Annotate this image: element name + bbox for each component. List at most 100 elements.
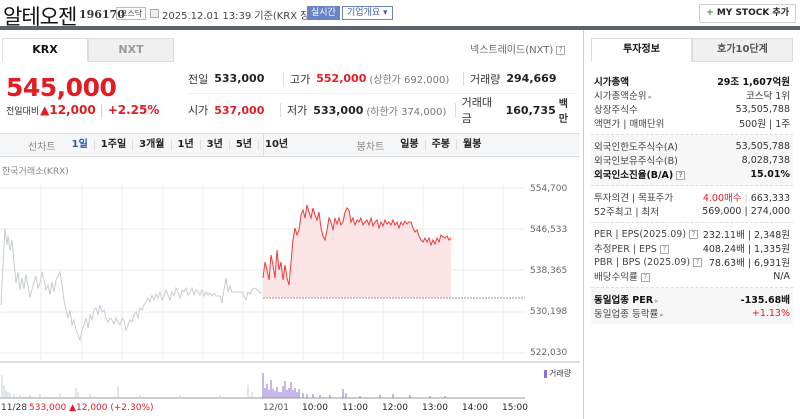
market-badge: 코스닥 [116,7,147,20]
listed-shares-label: 상장주식수 [594,105,638,116]
tab-nxt[interactable]: NXT [88,38,174,62]
header-divider [0,26,800,30]
candle-monthly[interactable]: 월봉 [456,140,487,150]
help-icon[interactable]: ? [693,257,703,267]
prev-day-label: 11/28 [1,403,27,413]
help-icon[interactable]: ? [640,273,650,282]
volume-swatch [544,369,547,378]
x-tick: 14:00 [462,403,488,413]
x-tick: 13:00 [422,403,448,413]
upper-limit: (상한가 692,000) [369,75,450,86]
x-tick: 11:00 [342,403,368,413]
realtime-button[interactable]: 실시간 [307,6,340,20]
x-tick: 12/01 [263,403,289,413]
open-value: 537,000 [214,103,265,117]
prev-day-close: 533,000 ▲12,000 (+2.30%) [29,403,154,413]
foreign-limit-label: 외국인한도주식수(A) [594,142,678,153]
per-eps-label: PER | EPS(2025.09) [594,228,687,240]
prev-day-line [0,227,262,342]
low-value: 533,000 [313,103,364,117]
amount-unit: 백만 [558,99,568,125]
low-label: 저가 [287,104,308,117]
nxt-link[interactable]: 넥스트레이드(NXT)? [470,41,566,56]
plus-icon: + [706,8,714,18]
tab-invest-info[interactable]: 투자정보 [591,38,692,62]
opinion-section: 투자의견 | 목표주가 4.00매수 | 663,333 52주최고 | 최저 569,… [591,186,793,223]
tab-krx[interactable]: KRX [2,38,88,62]
chart-source: 한국거래소(KRX) [2,167,69,177]
period-1d[interactable]: 1일 [71,139,88,150]
candle-daily[interactable]: 일봉 [400,139,419,150]
help-icon[interactable]: ? [689,229,699,239]
high-value: 552,000 [316,72,367,85]
industry-per-link[interactable]: 동일업종 PER ▸ [594,292,659,306]
add-my-stock-label: MY STOCK 추가 [716,8,789,18]
period-5y[interactable]: 5년 [228,140,258,150]
market-cap-label: 시가총액 [594,77,629,88]
today-volume-bars [262,373,446,398]
period-1w[interactable]: 1주일 [93,140,132,150]
nxt-link-label: 넥스트레이드(NXT) [470,45,554,56]
est-per-eps-label: 추정PER | EPS [594,244,657,255]
calendar-icon [150,9,159,18]
amount-label: 거래대금 [461,96,493,125]
intraday-chart[interactable]: 554,700 546,533 538,365 530,198 522,030 [0,180,580,419]
52w-value: 569,000 | 274,000 [702,205,790,217]
industry-change-value: +1.13% [751,307,790,319]
up-arrow-icon: ▲ [40,103,50,117]
high-label: 고가 [290,72,311,86]
foreign-section: 외국인한도주식수(A) 53,505,788 외국인보유주식수(B) 8,028,7… [591,135,793,186]
foreign-ratio-value: 15.01% [750,168,790,180]
change-label: 전일대비 [6,107,40,117]
industry-section: 동일업종 PER ▸ -135.68배 동일업종 등락률 ▸ +1.13% [591,288,793,324]
period-1y[interactable]: 1년 [170,140,200,150]
x-tick: 15:00 [502,403,528,413]
current-price: 545,000 [6,73,117,102]
exchange-tabs: KRX NXT [2,38,174,62]
prev-close-label: 전일 [188,72,209,86]
price-chart-svg [0,184,580,399]
price-change: 전일대비▲12,000 | +2.25% [6,103,160,117]
help-icon[interactable]: ? [556,45,566,55]
info-tabs: 투자정보 호가10단계 [591,38,793,62]
period-3m[interactable]: 3개월 [132,140,170,150]
par-value-label: 액면가 | 매매단위 [594,119,665,130]
change-percent: +2.25% [107,103,160,117]
chevron-right-icon: ▸ [648,93,652,101]
pbr-bps-label: PBR | BPS (2025.09) [594,256,691,268]
foreign-holding-value: 8,028,738 [741,154,790,166]
y-tick: 522,030 [530,348,568,358]
add-my-stock-button[interactable]: + MY STOCK 추가 [699,4,796,23]
candle-weekly[interactable]: 주봉 [424,140,456,150]
volume-label: 거래량 [470,72,501,86]
industry-change-link[interactable]: 동일업종 등락률 ▸ [594,306,664,320]
quote-summary: 전일 533,000 고가 552,000 (상한가 692,000) 거래량 294,… [188,64,576,126]
dividend-yield-label: 배당수익률 [594,272,638,283]
prev-volume-bars [1,375,253,398]
foreign-holding-label: 외국인보유주식수(B) [594,156,678,167]
line-chart-label[interactable]: 선차트 [28,141,56,153]
chart-period-tabs: 선차트 1일 1주일 3개월 1년 3년 5년 10년 봉차트 일봉 주봉 월봉 [0,133,580,157]
company-overview-dropdown[interactable]: 기업개요 ▾ [342,6,393,20]
listed-shares-value: 53,505,788 [735,103,790,115]
y-tick: 546,533 [530,225,568,235]
period-3y[interactable]: 3년 [199,140,229,150]
lower-limit: (하한가 374,000) [366,106,447,118]
today-price-line [262,204,452,286]
period-10y[interactable]: 10년 [258,140,294,150]
tab-orderbook[interactable]: 호가10단계 [692,38,793,62]
market-cap-rank-label: 시가총액순위 [594,91,647,102]
candle-chart-label[interactable]: 봉차트 [356,141,385,153]
help-icon[interactable]: ? [676,171,686,180]
est-per-eps-value: 408.24배 | 1,335원 [702,244,790,255]
chevron-right-icon: ▸ [655,297,659,305]
market-cap-rank-link[interactable]: 시가총액순위 ▸ [594,88,652,102]
x-tick: 10:00 [302,403,328,413]
opinion-label: 투자의견 | 목표주가 [594,193,674,204]
open-label: 시가 [188,104,209,117]
dividend-yield-value: N/A [773,270,790,282]
help-icon[interactable]: ? [659,245,669,254]
volume-legend-label: 거래량 [549,369,572,378]
par-value-value: 500원 | 1주 [739,119,790,130]
market-cap-rank-value: 코스닥 1위 [745,91,790,102]
